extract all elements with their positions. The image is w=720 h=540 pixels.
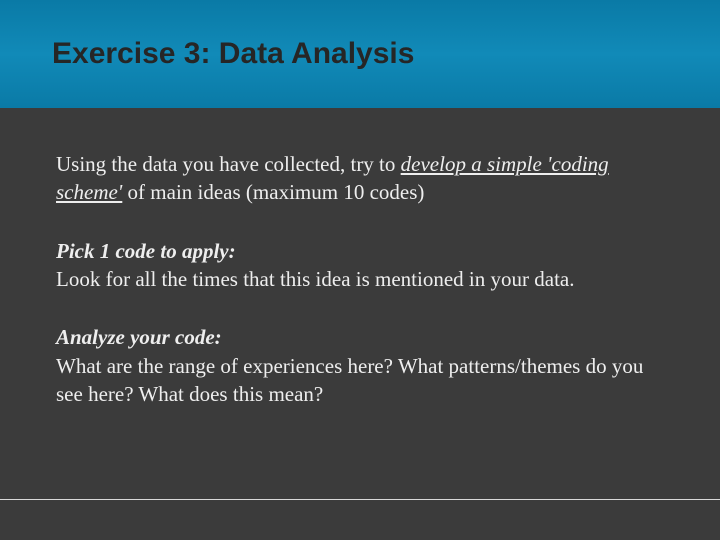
slide: Exercise 3: Data Analysis Using the data… bbox=[0, 0, 720, 540]
section-1: Pick 1 code to apply: Look for all the t… bbox=[56, 237, 664, 294]
section-2-body: What are the range of experiences here? … bbox=[56, 354, 643, 406]
slide-title: Exercise 3: Data Analysis bbox=[52, 37, 414, 71]
section-1-heading: Pick 1 code to apply: bbox=[56, 239, 236, 263]
section-1-body: Look for all the times that this idea is… bbox=[56, 267, 574, 291]
bottom-rule bbox=[0, 499, 720, 500]
intro-pre: Using the data you have collected, try t… bbox=[56, 152, 401, 176]
title-band: Exercise 3: Data Analysis bbox=[0, 0, 720, 108]
intro-paragraph: Using the data you have collected, try t… bbox=[56, 150, 664, 207]
section-2: Analyze your code: What are the range of… bbox=[56, 323, 664, 408]
slide-body: Using the data you have collected, try t… bbox=[0, 108, 720, 408]
intro-post: of main ideas (maximum 10 codes) bbox=[122, 180, 424, 204]
section-2-heading: Analyze your code: bbox=[56, 325, 222, 349]
